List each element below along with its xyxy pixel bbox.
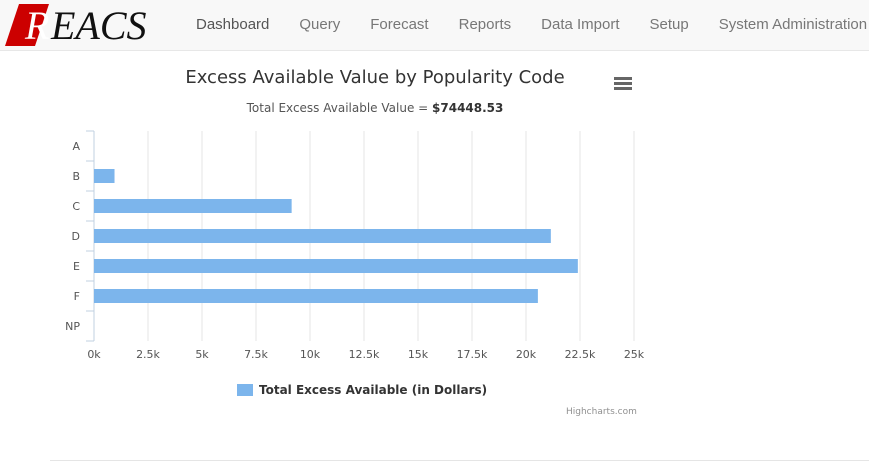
subtitle-prefix: Total Excess Available Value =: [246, 101, 433, 115]
value-tick-label: 10k: [300, 348, 321, 361]
top-navbar: R EACS Dashboard Query Forecast Reports Data…: [0, 0, 869, 51]
value-tick-label: 0k: [87, 348, 101, 361]
bar-c: [94, 199, 292, 213]
category-label: F: [74, 290, 80, 303]
main-nav: Dashboard Query Forecast Reports Data Import…: [181, 0, 869, 50]
value-tick-label: 17.5k: [457, 348, 488, 361]
value-tick-label: 7.5k: [244, 348, 268, 361]
bar-d: [94, 229, 551, 243]
category-label: A: [72, 140, 80, 153]
category-label: B: [72, 170, 80, 183]
legend-swatch: [237, 384, 253, 396]
subtitle-total-value: $74448.53: [432, 101, 504, 115]
logo-red-parallelogram: [5, 4, 49, 46]
chart-subtitle: Total Excess Available Value = $74448.53: [50, 101, 700, 115]
hamburger-menu-icon[interactable]: [611, 73, 635, 93]
value-tick-label: 12.5k: [349, 348, 380, 361]
nav-data-import[interactable]: Data Import: [541, 16, 620, 33]
bar-b: [94, 169, 115, 183]
svg-text:R: R: [24, 4, 49, 46]
nav-dashboard[interactable]: Dashboard: [196, 16, 270, 33]
value-tick-label: 5k: [195, 348, 209, 361]
reacs-logo[interactable]: R EACS: [5, 4, 178, 46]
highcharts-credits-link[interactable]: Highcharts.com: [566, 407, 637, 417]
legend-label: Total Excess Available (in Dollars): [259, 383, 488, 397]
legend-item[interactable]: Total Excess Available (in Dollars): [237, 383, 487, 397]
bar-e: [94, 259, 578, 273]
value-tick-label: 2.5k: [136, 348, 160, 361]
value-tick-label: 25k: [624, 348, 645, 361]
nav-query[interactable]: Query: [299, 16, 341, 33]
footer-divider: [50, 460, 869, 461]
bar-chart-svg: A B C D E F NP 0k 2.5k 5k 7.5k 10k 12.5k 15k 17.5k 20k 2…: [65, 130, 645, 361]
svg-text:EACS: EACS: [50, 4, 147, 46]
nav-reports[interactable]: Reports: [458, 16, 512, 33]
category-label: E: [73, 260, 80, 273]
category-label: NP: [65, 320, 80, 333]
nav-setup[interactable]: Setup: [649, 16, 689, 33]
category-label: D: [72, 230, 80, 243]
category-label: C: [72, 200, 80, 213]
value-tick-label: 20k: [516, 348, 537, 361]
chart-title: Excess Available Value by Popularity Cod…: [185, 67, 565, 88]
value-tick-label: 15k: [408, 348, 429, 361]
nav-system-administration[interactable]: System Administration: [718, 16, 868, 33]
bar-f: [94, 289, 538, 303]
chart-container: A B C D E F NP 0k 2.5k 5k 7.5k 10k 12.5k 15k 17.5k 20k 2…: [50, 58, 650, 428]
nav-forecast[interactable]: Forecast: [370, 16, 429, 33]
value-tick-label: 22.5k: [565, 348, 596, 361]
